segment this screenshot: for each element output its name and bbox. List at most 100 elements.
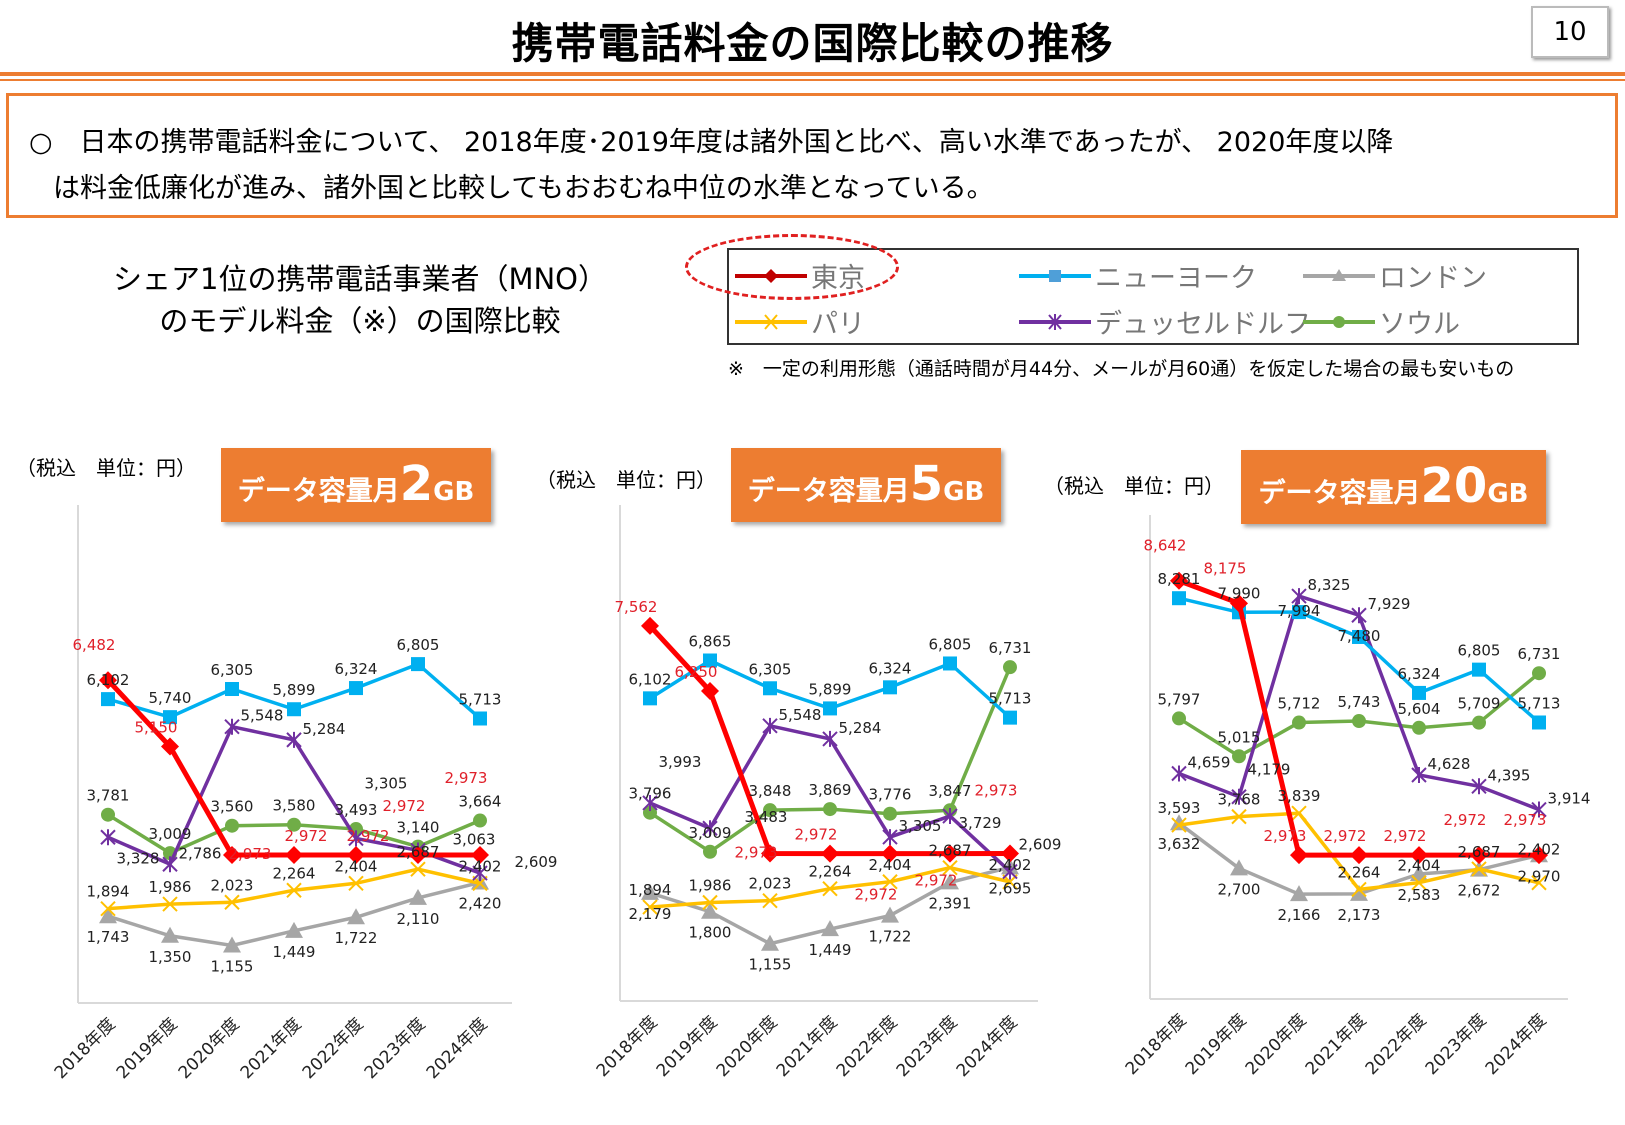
divider: [0, 72, 1625, 76]
data-point: [1411, 874, 1427, 891]
legend-label: パリ: [811, 309, 865, 340]
data-label: 3,305: [899, 817, 942, 835]
x-tick-label: 2023年度: [1422, 1010, 1491, 1079]
data-label: 5,548: [241, 707, 284, 725]
badge-2gb: データ容量月 2 GB: [221, 448, 491, 522]
data-label: 2,166: [1278, 906, 1321, 924]
data-point: [881, 906, 899, 923]
data-point: [473, 813, 487, 828]
x-tick-label: 2021年度: [1302, 1010, 1371, 1079]
data-point: [1230, 859, 1248, 876]
data-point: [285, 845, 303, 864]
data-label: 2,023: [211, 876, 254, 894]
data-point: [822, 730, 838, 747]
data-point: [1531, 801, 1547, 818]
data-point: [162, 856, 178, 873]
data-point: [101, 807, 115, 822]
data-label: 2,023: [749, 875, 792, 893]
data-point: [1230, 594, 1248, 613]
data-label: 5,797: [1158, 690, 1201, 708]
data-label: 2,687: [1458, 843, 1501, 861]
data-point: [285, 921, 303, 938]
data-label: 6,805: [1458, 642, 1501, 660]
x-tick-label: 2019年度: [653, 1012, 722, 1081]
data-label: 2,264: [809, 863, 852, 881]
data-point: [641, 883, 659, 900]
data-label: 2,609: [1019, 836, 1062, 854]
legend-label: ソウル: [1379, 309, 1460, 340]
legend-label: デュッセルドルフ: [1095, 309, 1311, 340]
data-label: 1,350: [149, 948, 192, 966]
data-label: 5,150: [135, 719, 178, 737]
data-label: 2,404: [869, 856, 912, 874]
data-point: [1532, 715, 1546, 730]
x-tick-label: 2022年度: [833, 1012, 902, 1081]
data-label: 3,580: [273, 797, 316, 815]
data-point: [347, 845, 365, 864]
data-label: 1,155: [749, 956, 792, 974]
badge-suffix: GB: [1487, 479, 1529, 509]
data-point: [286, 731, 302, 748]
data-point: [1290, 846, 1308, 865]
legend-label: ロンドン: [1379, 263, 1487, 294]
badge-prefix: データ容量月: [747, 476, 910, 507]
data-label: 2,970: [1518, 867, 1561, 885]
data-label: 2,404: [335, 857, 378, 875]
data-label: 5,712: [1278, 695, 1321, 713]
data-point: [1351, 881, 1367, 898]
x-tick-label: 2019年度: [1182, 1010, 1251, 1079]
data-label: 7,929: [1368, 595, 1411, 613]
data-point: [821, 920, 839, 937]
data-point: [881, 844, 899, 863]
data-point: [1410, 846, 1428, 865]
square-marker-icon: [1019, 269, 1091, 282]
data-point: [1412, 720, 1426, 735]
data-point: [1172, 711, 1186, 726]
badge-20gb: データ容量月 20 GB: [1241, 450, 1546, 524]
x-tick-label: 2021年度: [237, 1014, 306, 1083]
data-label: 4,628: [1428, 755, 1471, 773]
unit-label-20gb: （税込 単位：円）: [1044, 474, 1224, 498]
data-label: 5,713: [1518, 694, 1561, 712]
badge-number: 20: [1420, 458, 1488, 514]
summary-line-2: は料金低廉化が進み、諸外国と比較してもおおむね中位の水準となっている。: [53, 173, 994, 204]
data-label: 6,324: [1398, 665, 1441, 683]
data-label: 1,155: [211, 957, 254, 975]
data-label: 2,583: [1398, 886, 1441, 904]
data-label: 6,102: [629, 670, 672, 688]
data-point: [1470, 846, 1488, 865]
x-tick-label: 2024年度: [953, 1012, 1022, 1081]
data-label: 3,009: [149, 825, 192, 843]
data-label: 7,480: [1338, 627, 1381, 645]
data-point: [411, 657, 425, 672]
data-label: 2,672: [1458, 882, 1501, 900]
data-label: 8,642: [1144, 537, 1187, 555]
data-label: 2,173: [1338, 906, 1381, 924]
data-label: 7,994: [1278, 602, 1321, 620]
data-label: 5,604: [1398, 700, 1441, 718]
data-label: 3,140: [397, 819, 440, 837]
data-label: 2,402: [1518, 841, 1561, 859]
data-label: 2,972: [915, 872, 958, 890]
x-marker-icon: [735, 313, 807, 330]
triangle-marker-icon: [1303, 268, 1375, 281]
data-label: 3,009: [689, 824, 732, 842]
badge-number: 2: [399, 456, 434, 512]
data-point: [287, 817, 301, 832]
data-point: [761, 934, 779, 951]
data-point: [941, 873, 959, 890]
data-point: [882, 829, 898, 846]
data-label: 5,713: [459, 690, 502, 708]
x-tick-label: 2020年度: [175, 1014, 244, 1083]
data-point: [1351, 607, 1367, 624]
data-point: [223, 936, 241, 953]
data-label: 2,973: [1264, 827, 1307, 845]
data-label: 3,847: [929, 782, 972, 800]
data-label: 3,993: [659, 753, 702, 771]
data-label: 3,914: [1548, 790, 1591, 808]
data-label: 3,328: [117, 849, 160, 867]
data-label: 6,324: [869, 659, 912, 677]
data-point: [161, 737, 179, 756]
data-point: [224, 894, 240, 910]
data-point: [701, 682, 719, 700]
